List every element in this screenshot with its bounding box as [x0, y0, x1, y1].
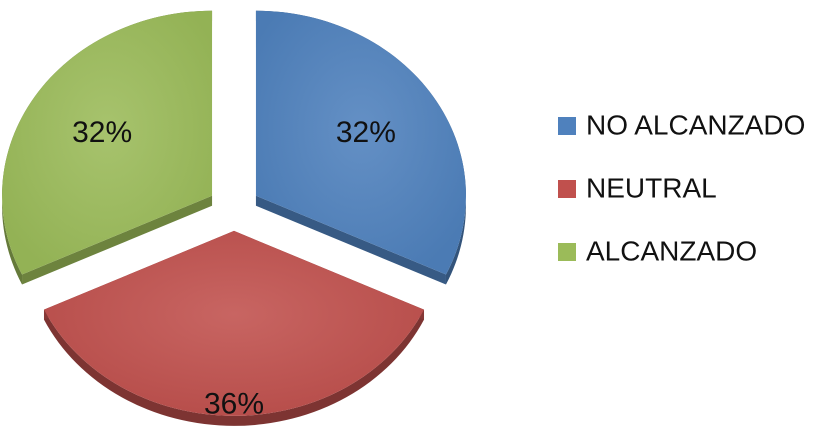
legend-swatch [558, 243, 576, 261]
pie-slice-side-neutral [43, 309, 425, 426]
pie-slice-alcanzado [2, 10, 213, 275]
data-label-neutral: 36% [204, 388, 264, 421]
legend-item-neutral: NEUTRAL [558, 172, 717, 203]
pie-slice-edge [22, 195, 213, 285]
legend-label: NO ALCANZADO [586, 109, 805, 140]
pie-slice-neutral [43, 230, 425, 416]
legend-label: ALCANZADO [586, 235, 757, 266]
data-label-alcanzado: 32% [72, 116, 132, 149]
legend-item-alcanzado: ALCANZADO [558, 235, 757, 266]
legend-swatch [558, 117, 576, 135]
legend-item-no-alcanzado: NO ALCANZADO [558, 109, 805, 140]
legend-swatch [558, 180, 576, 198]
pie-slices [2, 10, 466, 426]
pie-slice-no-alcanzado [255, 10, 466, 275]
data-label-no-alcanzado: 32% [336, 116, 396, 149]
pie-slice-edge [255, 195, 446, 285]
legend-label: NEUTRAL [586, 172, 717, 203]
pie-data-labels: 32% 36% 32% [72, 116, 396, 420]
legend: NO ALCANZADO NEUTRAL ALCANZADO [558, 109, 805, 266]
